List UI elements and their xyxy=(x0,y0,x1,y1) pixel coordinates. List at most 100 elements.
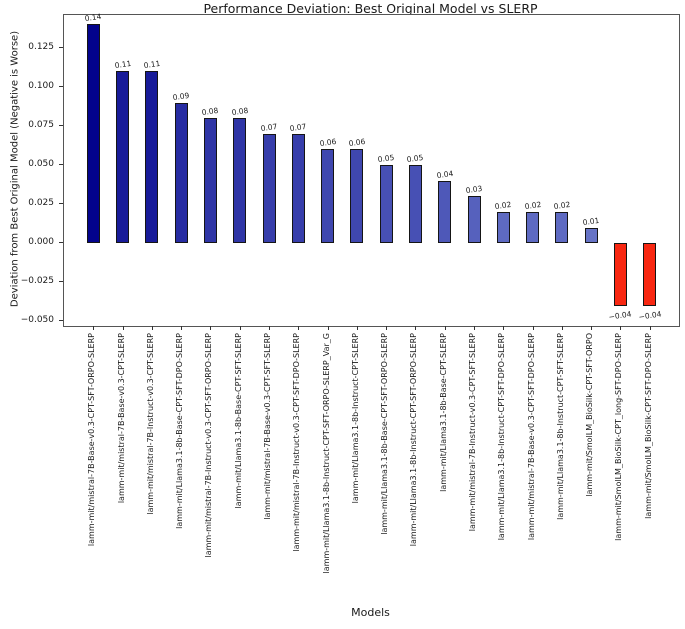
bar xyxy=(262,133,276,244)
y-axis: 0.125 0.100 0.075 0.050 0.025 0.000 −0.025 −0.0… xyxy=(0,14,63,325)
bar-value-label: 0.07 xyxy=(289,121,308,133)
bar-value-label: 0.05 xyxy=(406,152,425,165)
plot-area: 0.14 0.11 0.11 0.09 0.08 0.08 0.07 0.07 0.06 0.06… xyxy=(63,12,680,330)
bar xyxy=(643,243,657,306)
x-tick-labels: lamm-mit/mistral-7B-Base-v0.3-CPT-SFT-OR… xyxy=(63,333,678,605)
x-tick-label: lamm-mit/SmolLM_BioSilk-CPT-SFT-DPO-SLER… xyxy=(643,333,653,519)
bar-value-label: 0.08 xyxy=(201,106,220,118)
x-tick-label: lamm-mit/mistral-7B-Instruct-v0.3-CPT-SL… xyxy=(145,333,155,515)
y-tick-label: 0.100 xyxy=(28,80,54,91)
bar-value-label: 0.04 xyxy=(435,168,454,180)
bar xyxy=(467,196,481,244)
y-tick xyxy=(59,242,63,244)
x-tick-label: lamm-mit/Llama3.1-8b-Instruct-CPT-SLERP xyxy=(350,333,360,504)
bar-value-label: 0.07 xyxy=(260,121,278,133)
y-tick xyxy=(59,320,63,322)
x-tick xyxy=(298,326,300,330)
bar xyxy=(555,211,569,244)
x-tick xyxy=(210,326,212,330)
x-tick xyxy=(151,326,153,330)
bar-value-label: 0.09 xyxy=(172,90,191,102)
x-tick xyxy=(474,326,475,330)
x-tick xyxy=(532,326,534,330)
x-tick xyxy=(561,326,563,330)
x-tick xyxy=(591,326,593,330)
bar xyxy=(496,211,510,244)
x-tick-label: lamm-mit/SmolLM_BioSilk-CPT_long-SFT-DPO… xyxy=(614,333,624,541)
x-tick xyxy=(444,326,446,330)
y-tick-label: −0.050 xyxy=(20,315,54,326)
bar xyxy=(321,149,335,244)
y-tick xyxy=(59,164,63,166)
x-tick-label: lamm-mit/mistral-7B-Instruct-v0.3-CPT-SF… xyxy=(468,333,477,532)
x-tick xyxy=(269,326,270,330)
bar-value-label: 0.02 xyxy=(523,199,542,212)
y-tick-label: 0.025 xyxy=(28,198,54,209)
y-tick xyxy=(59,46,63,48)
bar-value-label: 0.06 xyxy=(347,137,366,149)
y-tick-label: 0.125 xyxy=(28,41,54,52)
bar xyxy=(116,71,130,244)
bar-value-label: 0.06 xyxy=(318,137,337,149)
x-tick-label: lamm-mit/Llama3.1-8b-Base-CPT-SFT-SLERP xyxy=(233,333,243,509)
x-tick-label: lamm-mit/Llama3.1-8b-Instruct-CPT-SFT-OR… xyxy=(321,333,331,574)
bar xyxy=(613,243,627,306)
x-tick-label: lamm-mit/Llama3.1-8b-Instruct-CPT-SFT-DP… xyxy=(497,333,507,541)
bar-value-label: 0.08 xyxy=(230,106,249,118)
x-tick-label: lamm-mit/SmolLM_BioSilk-CPT-SFT-ORPO xyxy=(585,333,595,497)
bar xyxy=(145,71,159,244)
bar xyxy=(203,118,217,244)
x-tick-label: lamm-mit/Llama3.1-8b-Instruct-CPT-SFT-OR… xyxy=(409,333,419,547)
bar-value-label: 0.14 xyxy=(84,12,103,24)
bar-value-label: 0.01 xyxy=(582,215,601,227)
bar-value-label: 0.03 xyxy=(465,184,483,196)
chart-title: Performance Deviation: Best Original Mod… xyxy=(203,1,538,16)
bar-value-label: 0.02 xyxy=(552,199,571,212)
bar xyxy=(291,133,305,244)
x-tick xyxy=(356,326,358,330)
y-tick-label: 0.050 xyxy=(28,159,54,170)
x-tick-label: lamm-mit/mistral-7B-Instruct-v0.3-CPT-SF… xyxy=(204,333,214,558)
bar xyxy=(86,24,100,244)
x-tick xyxy=(620,326,622,330)
bar-value-label: 0.02 xyxy=(494,199,513,212)
y-tick xyxy=(59,124,63,126)
bar xyxy=(379,165,393,244)
x-tick-label: lamm-mit/Llama3.1-8b-Base-CPT-SFT-ORPO-S… xyxy=(380,333,390,535)
y-tick xyxy=(59,85,63,87)
x-tick xyxy=(503,326,505,330)
x-tick xyxy=(181,326,183,330)
x-tick xyxy=(415,326,417,330)
x-tick xyxy=(649,326,651,330)
x-tick xyxy=(239,326,241,330)
y-tick xyxy=(59,281,63,283)
x-axis-label: Models xyxy=(351,606,390,619)
y-tick-label: −0.025 xyxy=(20,276,54,287)
x-tick-label: lamm-mit/Llama3.1-8b-Base-CPT-SLERP xyxy=(438,333,448,492)
y-tick xyxy=(59,203,63,205)
x-tick xyxy=(327,326,329,330)
x-tick-label: lamm-mit/mistral-7B-Base-v0.3-CPT-SFT-DP… xyxy=(526,333,536,541)
bar xyxy=(526,211,540,244)
y-tick-label: 0.000 xyxy=(28,237,54,248)
bar-value-label: 0.05 xyxy=(377,152,396,165)
bar xyxy=(350,149,364,244)
bar-value-label: −0.04 xyxy=(608,309,633,322)
bar xyxy=(233,118,247,244)
x-tick-label: lamm-mit/mistral-7B-Base-v0.3-CPT-SFT-SL… xyxy=(263,333,272,520)
bar xyxy=(584,227,598,244)
bar xyxy=(174,102,188,244)
x-tick-label: lamm-mit/mistral-7B-Base-v0.3-CPT-SFT-OR… xyxy=(87,333,97,547)
bar xyxy=(438,180,452,244)
bar-value-label: −0.04 xyxy=(637,309,662,322)
x-tick-label: lamm-mit/Llama3.1-8b-Base-CPT-SFT-DPO-SL… xyxy=(175,333,185,529)
x-tick-label: lamm-mit/Llama3.1-8b-Instruct-CPT-SFT-SL… xyxy=(555,333,565,520)
x-tick xyxy=(93,326,95,330)
bar xyxy=(408,165,422,244)
y-tick-label: 0.075 xyxy=(28,119,54,130)
x-tick-label: lamm-mit/mistral-7B-Base-v0.3-CPT-SLERP xyxy=(116,333,126,504)
x-tick xyxy=(122,326,124,330)
bar-value-label: 0.11 xyxy=(113,59,132,71)
bar-value-label: 0.11 xyxy=(142,59,161,71)
